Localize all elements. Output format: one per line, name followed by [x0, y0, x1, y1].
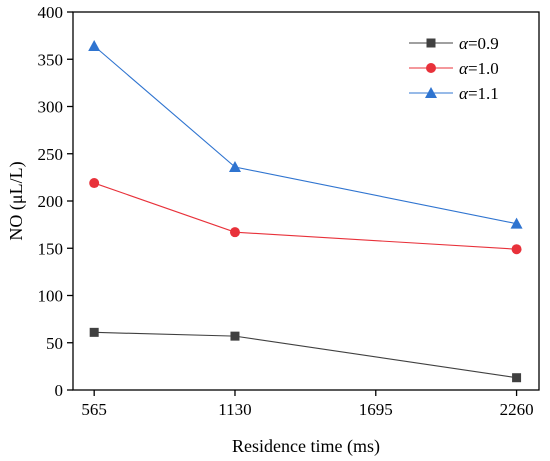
- y-tick-label: 250: [38, 145, 64, 164]
- legend-value: =0.9: [468, 34, 499, 53]
- y-tick-label: 200: [38, 192, 64, 211]
- y-tick-label: 350: [38, 50, 64, 69]
- legend: α=0.9α=1.0α=1.1: [409, 34, 499, 103]
- data-point: [89, 327, 99, 337]
- x-tick-label: 1695: [359, 400, 393, 419]
- legend-value: =1.1: [468, 84, 499, 103]
- legend-value: =1.0: [468, 59, 499, 78]
- data-point: [229, 227, 240, 238]
- legend-symbol: α: [459, 34, 469, 53]
- series-line: [94, 331, 517, 379]
- x-tick-label: 565: [81, 400, 107, 419]
- ticks-layer: 565 1130 1695 2260 0 50 100 150 200 250 300 350 400: [38, 3, 534, 419]
- series-line: [94, 182, 517, 250]
- data-point: [89, 178, 100, 189]
- series-3: [88, 40, 523, 229]
- legend-symbol: α: [459, 84, 469, 103]
- series-1: [89, 327, 522, 383]
- y-tick-label: 0: [55, 381, 64, 400]
- y-tick-label: 100: [38, 287, 64, 306]
- y-tick-label: 150: [38, 239, 64, 258]
- data-point: [510, 217, 523, 229]
- legend-label: α=1.0: [459, 59, 499, 78]
- data-point: [228, 160, 241, 172]
- x-tick-label: 2260: [500, 400, 534, 419]
- data-point: [512, 373, 522, 383]
- data-point: [230, 331, 240, 341]
- legend-marker: [426, 63, 436, 73]
- legend-entry: α=1.0: [409, 59, 499, 78]
- y-tick-label: 300: [38, 98, 64, 117]
- data-point: [88, 40, 101, 52]
- series-line: [93, 45, 517, 225]
- x-tick-label: 1130: [218, 400, 251, 419]
- legend-symbol: α: [459, 59, 469, 78]
- legend-label: α=1.1: [459, 84, 499, 103]
- legend-marker: [425, 87, 437, 98]
- data-point: [511, 244, 522, 255]
- series-2: [89, 178, 522, 255]
- y-tick-label: 50: [46, 334, 63, 353]
- legend-label: α=0.9: [459, 34, 499, 53]
- y-tick-label: 400: [38, 3, 64, 22]
- legend-entry: α=1.1: [409, 84, 499, 103]
- x-axis-label: Residence time (ms): [232, 436, 380, 457]
- y-axis-label: NO (μL/L): [6, 161, 27, 240]
- legend-entry: α=0.9: [409, 34, 499, 53]
- legend-marker: [426, 38, 436, 48]
- series-layer: [88, 40, 523, 383]
